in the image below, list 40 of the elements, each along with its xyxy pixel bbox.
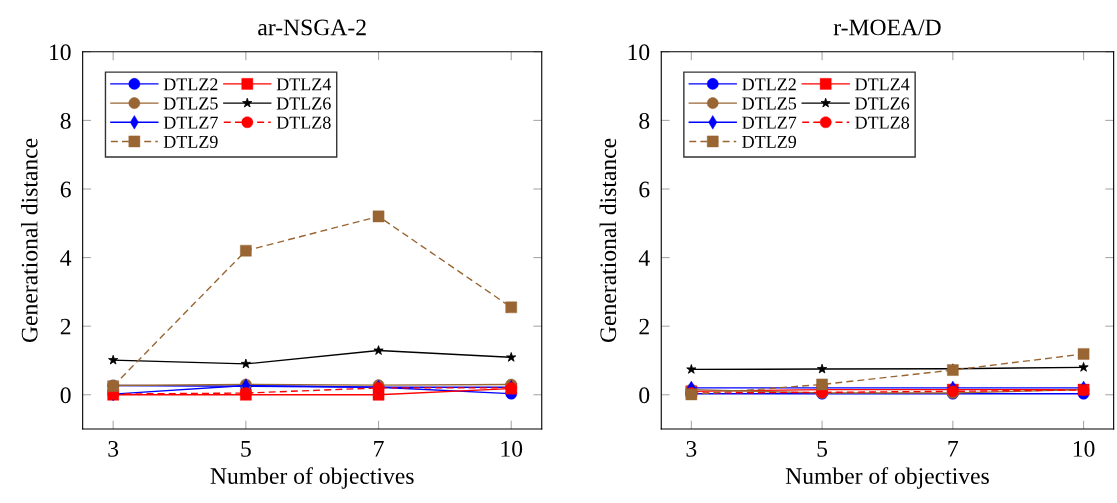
legend-label: DTLZ2	[742, 78, 796, 91]
y-tick-label: 4	[638, 250, 650, 266]
y-tick-label: 8	[60, 112, 71, 129]
x-axis-title: Number of objectives	[785, 467, 989, 489]
legend-label: DTLZ8	[276, 116, 331, 129]
x-axis-title: Number of objectives	[210, 467, 414, 489]
x-tick-label: 7	[374, 441, 384, 457]
legend-label: DTLZ7	[163, 116, 218, 129]
y-tick-label: 8	[639, 112, 650, 129]
legend-label: DTLZ6	[276, 97, 331, 110]
x-tick-label: 3	[686, 440, 697, 457]
legend-label: DTLZ5	[742, 97, 797, 110]
legend-label: DTLZ4	[855, 78, 910, 91]
x-tick-label: 7	[948, 441, 959, 457]
y-tick-label: 6	[639, 181, 650, 198]
legend-label: DTLZ7	[742, 116, 797, 129]
y-axis-title: Generational distance	[599, 138, 617, 343]
chart-title: ar-NSGA-2	[258, 19, 366, 36]
y-tick-label: 6	[60, 181, 71, 198]
y-tick-label: 2	[639, 318, 649, 335]
y-tick-label: 0	[60, 387, 71, 404]
x-tick-label: 5	[817, 441, 828, 457]
legend-label: DTLZ8	[855, 116, 910, 129]
legend-label: DTLZ4	[276, 78, 332, 91]
legend-label: DTLZ2	[163, 78, 218, 91]
y-axis-title: Generational distance	[20, 138, 38, 343]
x-tick-label: 3	[108, 440, 119, 457]
y-tick-label: 10	[628, 44, 650, 61]
legend-label: DTLZ5	[163, 97, 218, 110]
legend-label: DTLZ6	[855, 97, 910, 110]
y-tick-label: 4	[60, 250, 72, 266]
y-tick-label: 10	[50, 44, 71, 61]
legend-label: DTLZ9	[742, 135, 797, 148]
y-tick-label: 2	[60, 318, 71, 335]
chart-title: r-MOEA/D	[833, 19, 941, 36]
x-tick-label: 10	[1073, 440, 1095, 457]
x-tick-label: 10	[501, 440, 523, 457]
x-tick-label: 5	[241, 441, 251, 457]
legend-label: DTLZ9	[163, 135, 218, 148]
y-tick-label: 0	[639, 387, 650, 404]
